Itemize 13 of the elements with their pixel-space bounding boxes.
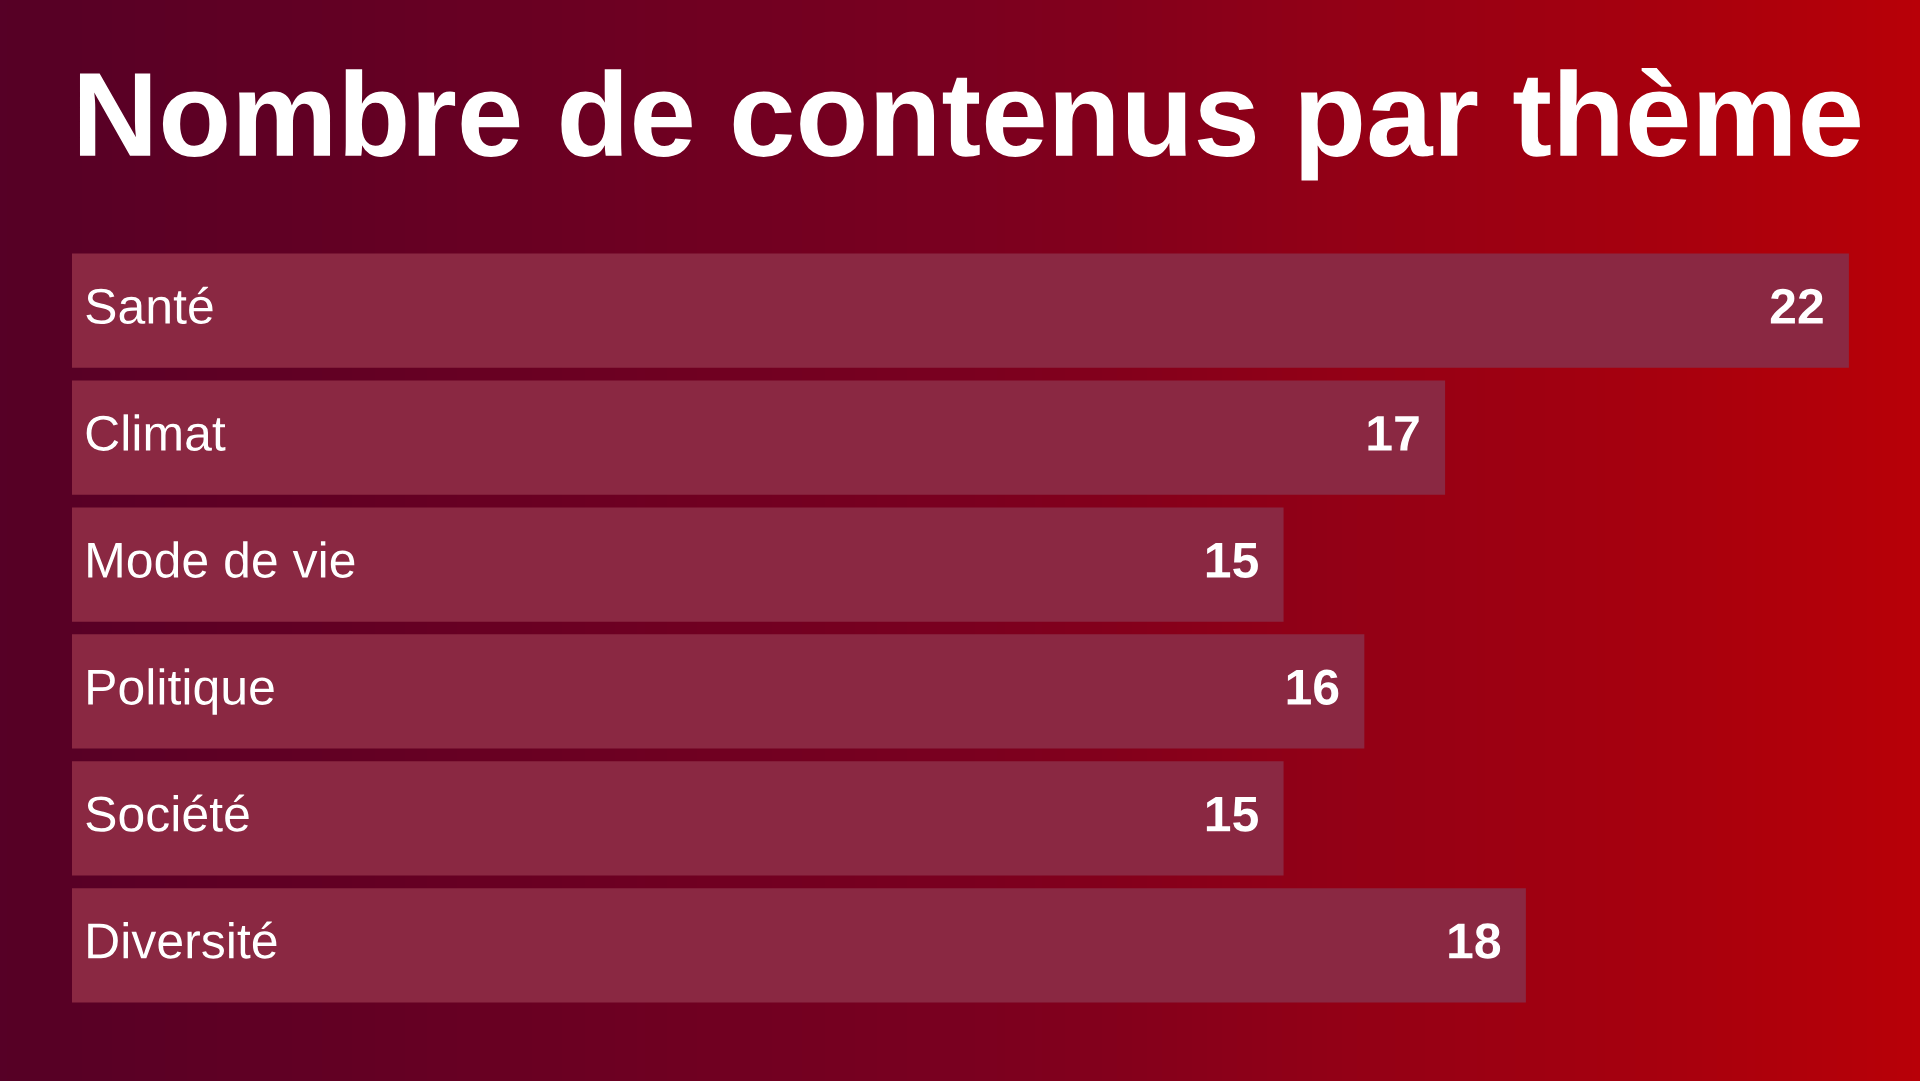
y-tick-label: Santé: [86, 286, 213, 325]
y-tick-label: Mode de vie: [88, 541, 355, 578]
data-label: 16: [1287, 669, 1339, 705]
y-tick-label: Diversité: [88, 921, 277, 959]
y-tick-label: Politique: [88, 668, 274, 715]
data-label: 22: [1770, 288, 1823, 324]
data-label: 15: [1206, 543, 1258, 578]
y-tick-label: Climat: [86, 414, 226, 452]
data-label: 18: [1449, 923, 1501, 959]
data-label: 15: [1206, 796, 1258, 832]
y-tick-label: Société: [86, 794, 249, 832]
chart-title: Nombre de contenus par thème: [79, 68, 1860, 181]
data-label: 17: [1368, 416, 1419, 451]
